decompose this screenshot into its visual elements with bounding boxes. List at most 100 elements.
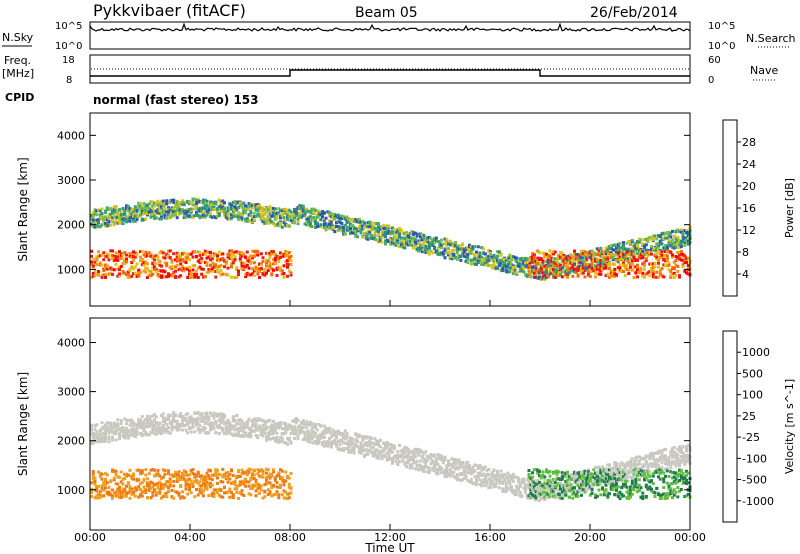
echo-cell — [629, 253, 632, 257]
echo-cell — [459, 258, 463, 262]
echo-cell — [265, 258, 268, 262]
echo-cell — [158, 480, 162, 484]
echo-cell — [254, 480, 258, 484]
echo-cell — [518, 268, 522, 272]
echo-cell — [263, 273, 267, 277]
echo-cell — [161, 199, 165, 203]
echo-cell — [207, 431, 211, 435]
echo-cell — [161, 475, 165, 479]
echo-cell — [195, 488, 198, 491]
echo-cell — [560, 253, 564, 257]
echo-cell — [655, 252, 659, 256]
echo-cell — [107, 223, 111, 227]
echo-cell — [543, 251, 547, 255]
echo-cell — [576, 258, 580, 262]
echo-cell — [326, 444, 330, 448]
echo-cell — [133, 431, 137, 435]
echo-cell — [492, 266, 496, 270]
echo-cell — [200, 214, 204, 218]
nsky-trace — [89, 22, 691, 32]
echo-cell — [259, 215, 263, 219]
echo-cell — [413, 240, 417, 244]
echo-cell — [322, 226, 326, 229]
echo-cell — [667, 249, 671, 253]
echo-cell — [240, 205, 244, 209]
echo-cell — [357, 217, 361, 221]
echo-cell — [618, 249, 622, 253]
echo-cell — [132, 208, 135, 212]
echo-cell — [133, 255, 137, 259]
echo-cell — [95, 486, 99, 490]
echo-cell — [571, 255, 575, 259]
echo-cell — [580, 256, 583, 260]
echo-cell — [170, 198, 174, 202]
echo-cell — [303, 214, 307, 218]
echo-cell — [212, 489, 216, 493]
echo-cell — [651, 266, 655, 270]
echo-cell — [508, 256, 512, 259]
freq-top-label: 18 — [62, 55, 75, 66]
echo-cell — [142, 207, 146, 211]
echo-cell — [174, 203, 177, 207]
echo-cell — [289, 491, 293, 495]
echo-cell — [317, 224, 321, 228]
echo-cell — [221, 202, 225, 206]
echo-cell — [146, 433, 149, 437]
echo-cell — [137, 205, 141, 209]
echo-cell — [384, 447, 387, 451]
echo-cell — [265, 438, 268, 442]
echo-cell — [135, 216, 139, 220]
echo-cell — [408, 235, 412, 239]
echo-cell — [149, 215, 153, 219]
echo-cell — [658, 242, 662, 246]
echo-cell — [459, 254, 463, 258]
echo-cell — [366, 229, 370, 233]
echo-cell — [545, 260, 548, 263]
echo-cell — [231, 209, 235, 213]
echo-cell — [637, 271, 641, 275]
echo-cell — [342, 441, 345, 445]
echo-cell — [282, 427, 286, 431]
echo-cell — [252, 218, 256, 222]
echo-cell — [314, 226, 317, 229]
echo-cell — [91, 272, 95, 275]
echo-cell — [287, 269, 291, 273]
echo-cell — [616, 246, 620, 250]
echo-cell — [126, 430, 130, 433]
echo-cell — [193, 417, 197, 421]
echo-cell — [93, 210, 97, 214]
echo-field — [90, 197, 692, 281]
echo-cell — [214, 265, 218, 269]
echo-cell — [391, 459, 394, 463]
echo-cell — [139, 202, 142, 205]
echo-cell — [91, 477, 95, 480]
echo-cell — [527, 268, 531, 272]
echo-cell — [417, 232, 421, 236]
echo-cell — [615, 273, 618, 277]
echo-cell — [149, 415, 153, 418]
echo-cell — [98, 213, 102, 217]
echo-cell — [571, 266, 575, 270]
echo-cell — [151, 481, 155, 485]
echo-cell — [422, 452, 426, 456]
echo-cell — [457, 467, 461, 471]
echo-cell — [170, 264, 174, 268]
echo-cell — [223, 207, 226, 211]
echo-cell — [275, 485, 279, 489]
echo-cell — [196, 422, 200, 426]
echo-cell — [643, 246, 646, 250]
echo-cell — [112, 469, 116, 473]
echo-cell — [242, 211, 246, 215]
echo-cell — [209, 263, 212, 267]
echo-cell — [272, 221, 275, 225]
echo-cell — [599, 251, 603, 255]
echo-cell — [182, 496, 186, 500]
echo-cell — [336, 228, 340, 232]
echo-cell — [109, 249, 113, 253]
echo-cell — [375, 453, 379, 457]
echo-cell — [592, 269, 596, 273]
echo-cell — [681, 265, 685, 269]
echo-cell — [408, 456, 412, 460]
echo-cell — [630, 239, 634, 243]
echo-cell — [527, 265, 531, 269]
